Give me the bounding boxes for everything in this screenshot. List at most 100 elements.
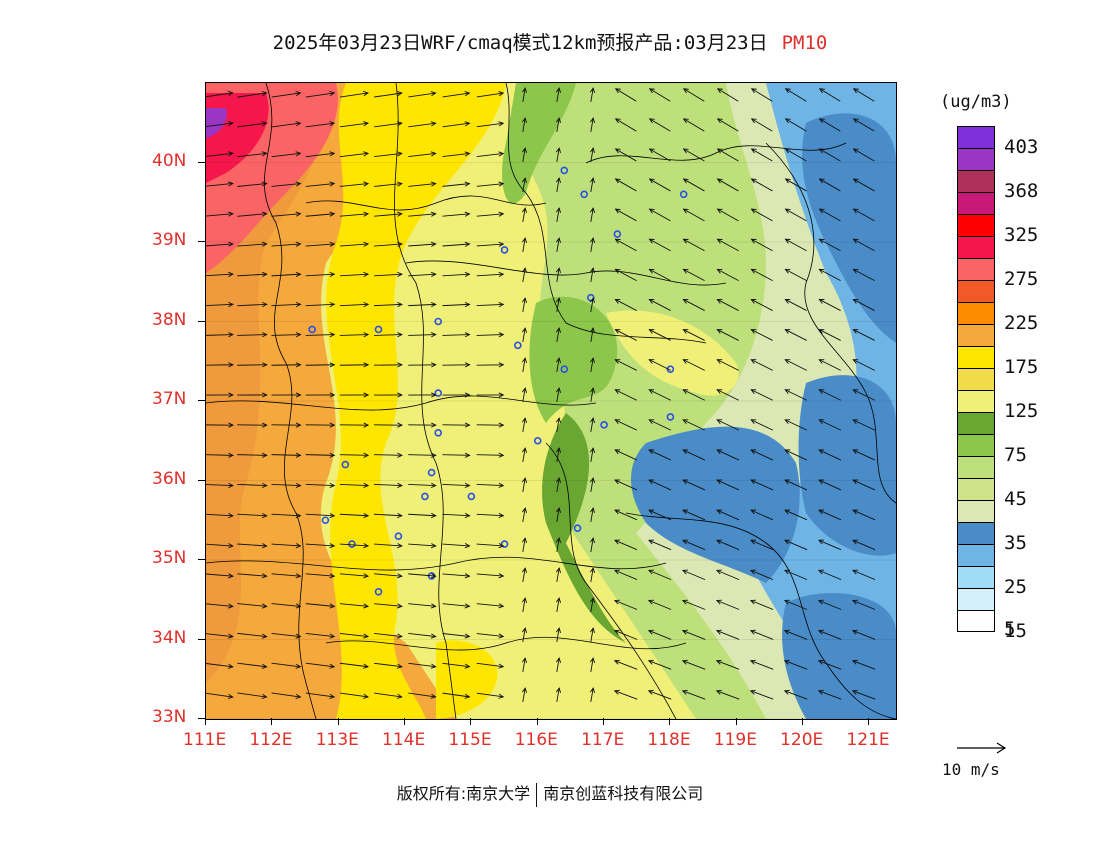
legend-label: 403	[1004, 136, 1039, 158]
wind-arrow	[715, 629, 740, 640]
wind-arrow	[682, 359, 705, 371]
wind-arrow	[237, 301, 268, 308]
wind-arrow	[442, 422, 471, 428]
wind-arrow	[271, 692, 302, 699]
city-marker	[341, 460, 350, 469]
wind-arrow	[852, 118, 875, 132]
wind-arrow	[521, 387, 528, 402]
wind-arrow	[818, 148, 841, 162]
wind-arrow	[716, 479, 740, 491]
wind-arrow	[374, 332, 403, 338]
border-line-7	[505, 83, 707, 344]
coast-north	[765, 142, 896, 504]
wind-arrow	[476, 121, 505, 128]
lon-tick	[205, 718, 206, 725]
wind-arrow	[682, 208, 705, 222]
lon-label: 121E	[846, 730, 890, 750]
wind-arrow	[750, 419, 774, 431]
wind-arrow	[305, 241, 336, 247]
city-marker	[514, 341, 522, 350]
wind-arrow	[851, 659, 876, 670]
wind-arrow	[852, 178, 875, 192]
wind-arrow	[555, 507, 562, 522]
wind-arrow	[589, 477, 596, 492]
wind-arrow	[555, 627, 562, 642]
wind-arrow	[716, 208, 739, 222]
wind-arrow	[852, 88, 875, 102]
wind-arrow	[476, 271, 505, 278]
city-marker	[500, 246, 509, 254]
wind-arrow	[206, 633, 234, 639]
legend-swatch	[957, 148, 995, 170]
wind-arrow	[648, 118, 671, 132]
wind-arrow	[374, 392, 403, 398]
lat-label: 33N	[152, 707, 187, 727]
wind-arrow	[818, 268, 841, 282]
wind-arrow	[206, 573, 234, 579]
wind-arrow	[442, 362, 471, 368]
wind-arrow	[851, 569, 876, 581]
wind-arrow	[237, 543, 268, 549]
wind-arrow	[237, 422, 268, 428]
lon-label: 120E	[780, 730, 824, 750]
legend-swatch	[957, 478, 995, 500]
wind-arrow	[237, 392, 268, 398]
wind-arrow	[783, 629, 808, 640]
lon-tick	[735, 718, 737, 725]
wind-arrow	[682, 419, 706, 431]
wind-arrow	[305, 332, 336, 338]
wind-arrow	[374, 211, 403, 217]
wind-arrow	[647, 659, 672, 670]
wind-arrow	[614, 298, 637, 311]
wind-arrow	[206, 151, 234, 157]
wind-arrow	[750, 88, 773, 102]
wind-arrow	[271, 512, 302, 519]
wind-arrow	[589, 447, 596, 462]
lon-tick	[802, 718, 804, 725]
wind-arrow	[374, 633, 403, 639]
wind-arrow	[648, 449, 672, 461]
wind-arrow	[818, 419, 842, 431]
wind-arrow	[784, 298, 807, 311]
wind-arrow	[237, 603, 268, 609]
wind-arrow	[442, 452, 471, 458]
city-marker	[394, 532, 403, 540]
wind-arrow	[784, 329, 807, 341]
wind-arrow	[305, 181, 336, 187]
wind-arrow	[589, 627, 596, 642]
zone-45-north	[502, 83, 576, 204]
wind-arrow	[750, 268, 773, 282]
wind-arrow	[852, 208, 875, 222]
wind-arrow	[750, 359, 773, 371]
wind-arrow	[305, 482, 336, 488]
wind-arrow	[851, 599, 876, 610]
wind-arrow	[682, 329, 705, 341]
wind-arrow	[339, 181, 370, 187]
wind-arrow	[851, 689, 876, 700]
wind-arrow	[237, 452, 268, 458]
coast-south	[625, 512, 896, 719]
wind-arrow	[589, 597, 596, 612]
city-marker	[427, 468, 436, 477]
wind-arrow	[408, 573, 437, 579]
city-marker	[573, 524, 582, 533]
wind-arrow	[476, 211, 505, 217]
wind-arrow	[589, 297, 596, 312]
legend-label: 25	[1004, 576, 1027, 598]
city-marker	[587, 293, 595, 302]
wind-arrow	[271, 362, 302, 368]
wind-arrow	[442, 633, 471, 639]
wind-arrow	[442, 692, 471, 699]
border-line-8	[325, 636, 687, 651]
wind-arrow	[852, 449, 876, 461]
copyright-owner: 版权所有:南京大学	[396, 784, 531, 803]
wind-arrow	[521, 537, 528, 552]
wind-arrow	[374, 241, 403, 247]
wind-arrow	[521, 687, 528, 702]
wind-arrow	[682, 509, 706, 521]
lat-tick	[198, 718, 205, 719]
lon-tick	[603, 718, 605, 725]
wind-arrow	[749, 659, 774, 670]
wind-arrow	[408, 332, 437, 338]
wind-arrow	[339, 452, 370, 458]
